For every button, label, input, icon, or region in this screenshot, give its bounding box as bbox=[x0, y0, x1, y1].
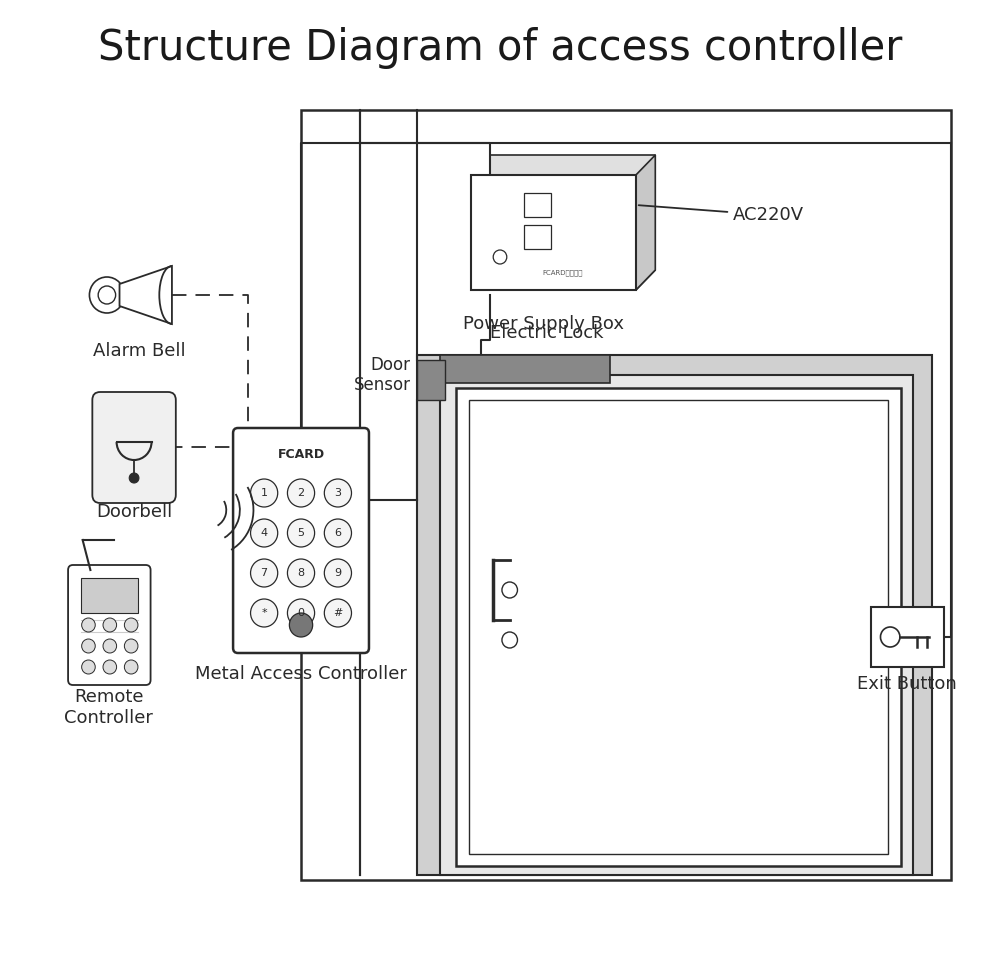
Bar bbox=[524, 193, 551, 217]
Circle shape bbox=[103, 639, 117, 653]
Circle shape bbox=[493, 250, 507, 264]
Bar bbox=[417, 360, 445, 400]
Text: 4: 4 bbox=[261, 528, 268, 538]
Circle shape bbox=[287, 479, 315, 507]
Circle shape bbox=[251, 559, 278, 587]
Polygon shape bbox=[120, 266, 172, 324]
Bar bbox=[524, 225, 551, 249]
Text: 3: 3 bbox=[334, 488, 341, 498]
Bar bbox=[440, 355, 610, 383]
Text: 2: 2 bbox=[297, 488, 305, 498]
Bar bbox=[301, 110, 951, 880]
Text: FCARD: FCARD bbox=[277, 448, 325, 462]
Text: Electric Lock: Electric Lock bbox=[490, 324, 604, 342]
Polygon shape bbox=[471, 270, 655, 290]
Text: 9: 9 bbox=[334, 568, 341, 578]
Text: 0: 0 bbox=[298, 608, 305, 618]
Circle shape bbox=[324, 599, 351, 627]
Circle shape bbox=[287, 599, 315, 627]
Text: 6: 6 bbox=[334, 528, 341, 538]
Circle shape bbox=[251, 479, 278, 507]
Circle shape bbox=[324, 519, 351, 547]
Circle shape bbox=[124, 639, 138, 653]
Circle shape bbox=[324, 559, 351, 587]
Text: #: # bbox=[333, 608, 343, 618]
Text: FCARD门禁电源: FCARD门禁电源 bbox=[543, 270, 583, 277]
Bar bbox=[471, 175, 636, 290]
Circle shape bbox=[251, 519, 278, 547]
Circle shape bbox=[82, 660, 95, 674]
Text: Remote
Controller: Remote Controller bbox=[64, 688, 153, 727]
Circle shape bbox=[880, 627, 900, 647]
Polygon shape bbox=[490, 155, 655, 270]
Text: 8: 8 bbox=[297, 568, 305, 578]
Bar bbox=[456, 388, 901, 866]
Circle shape bbox=[251, 599, 278, 627]
Text: 7: 7 bbox=[261, 568, 268, 578]
Circle shape bbox=[124, 660, 138, 674]
Text: 1: 1 bbox=[261, 488, 268, 498]
Circle shape bbox=[287, 559, 315, 587]
Circle shape bbox=[129, 473, 139, 483]
Circle shape bbox=[124, 618, 138, 632]
Circle shape bbox=[289, 613, 313, 637]
Text: Doorbell: Doorbell bbox=[96, 503, 172, 521]
Polygon shape bbox=[636, 155, 655, 290]
Circle shape bbox=[98, 286, 116, 304]
FancyBboxPatch shape bbox=[233, 428, 369, 653]
FancyBboxPatch shape bbox=[92, 392, 176, 503]
Circle shape bbox=[324, 479, 351, 507]
Circle shape bbox=[103, 660, 117, 674]
Text: Exit Button: Exit Button bbox=[857, 675, 957, 693]
Circle shape bbox=[82, 639, 95, 653]
Text: Metal Access Controller: Metal Access Controller bbox=[195, 665, 407, 683]
Circle shape bbox=[287, 519, 315, 547]
Circle shape bbox=[89, 277, 124, 313]
Text: 5: 5 bbox=[298, 528, 305, 538]
Text: AC220V: AC220V bbox=[639, 206, 804, 224]
Bar bbox=[440, 375, 913, 875]
Text: Alarm Bell: Alarm Bell bbox=[93, 342, 185, 360]
Circle shape bbox=[103, 618, 117, 632]
Bar bbox=[81, 578, 138, 613]
Text: *: * bbox=[261, 608, 267, 618]
Circle shape bbox=[502, 582, 517, 598]
Text: Door
Sensor: Door Sensor bbox=[354, 356, 411, 394]
Circle shape bbox=[502, 632, 517, 648]
Bar bbox=[417, 355, 932, 875]
Bar bbox=[871, 607, 944, 667]
Text: Power Supply Box: Power Supply Box bbox=[463, 315, 624, 333]
Text: Structure Diagram of access controller: Structure Diagram of access controller bbox=[98, 27, 902, 69]
FancyBboxPatch shape bbox=[68, 565, 151, 685]
Bar bbox=[469, 400, 888, 854]
Circle shape bbox=[82, 618, 95, 632]
